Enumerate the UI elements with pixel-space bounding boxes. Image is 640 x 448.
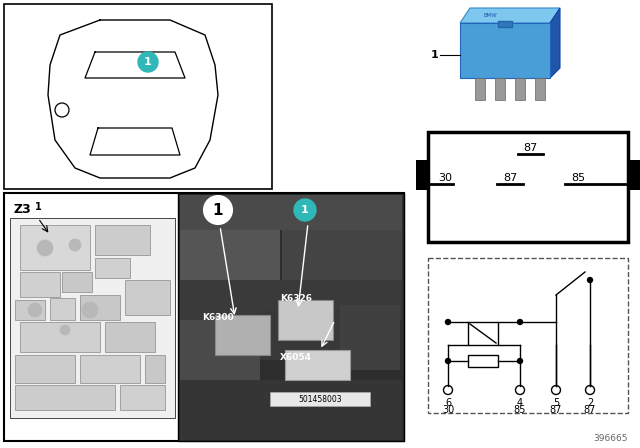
Circle shape <box>445 319 451 324</box>
Text: 85: 85 <box>571 173 585 183</box>
Bar <box>180 320 260 380</box>
Bar <box>278 300 333 340</box>
Bar <box>62 272 92 292</box>
Bar <box>468 355 498 367</box>
Circle shape <box>204 196 232 224</box>
Bar <box>428 258 628 413</box>
Text: 1: 1 <box>35 202 42 212</box>
Circle shape <box>445 358 451 363</box>
Bar <box>15 385 115 410</box>
Text: 4: 4 <box>517 398 523 408</box>
Text: 2: 2 <box>587 398 593 408</box>
Text: 1: 1 <box>430 50 438 60</box>
Circle shape <box>518 358 522 363</box>
Bar <box>95 225 150 255</box>
Circle shape <box>60 325 70 335</box>
Bar <box>120 385 165 410</box>
Bar <box>515 78 525 100</box>
Text: K6326: K6326 <box>280 294 312 303</box>
Bar <box>475 78 485 100</box>
Circle shape <box>31 200 45 214</box>
Bar <box>80 355 140 383</box>
Bar <box>260 310 340 360</box>
Bar <box>285 350 350 380</box>
Circle shape <box>69 239 81 251</box>
Bar <box>15 300 45 320</box>
Bar <box>180 380 402 440</box>
Polygon shape <box>460 8 560 23</box>
Bar <box>20 322 100 352</box>
Bar <box>535 78 545 100</box>
Text: 87: 87 <box>584 405 596 415</box>
Text: 1: 1 <box>144 57 152 67</box>
Text: 85: 85 <box>514 405 526 415</box>
Bar <box>80 295 120 320</box>
Bar <box>105 322 155 352</box>
Bar <box>498 21 512 27</box>
Text: 87: 87 <box>550 405 562 415</box>
Bar <box>50 298 75 320</box>
Text: 396665: 396665 <box>593 434 628 443</box>
Bar <box>180 230 280 280</box>
Bar <box>495 78 505 100</box>
Circle shape <box>28 303 42 317</box>
Polygon shape <box>550 8 560 78</box>
Text: K6300: K6300 <box>202 313 234 322</box>
Text: BMW: BMW <box>483 13 497 17</box>
Bar <box>20 272 60 297</box>
Bar <box>628 160 640 190</box>
Polygon shape <box>460 23 550 78</box>
Bar <box>15 355 75 383</box>
Text: 30: 30 <box>442 405 454 415</box>
Circle shape <box>138 52 158 72</box>
Circle shape <box>588 277 593 283</box>
Bar <box>468 322 498 345</box>
Bar <box>178 193 404 441</box>
Bar <box>428 132 628 242</box>
Text: 501458003: 501458003 <box>298 395 342 404</box>
Bar <box>95 258 130 278</box>
Bar <box>215 315 270 355</box>
Text: 87: 87 <box>503 173 517 183</box>
Bar <box>416 160 429 190</box>
Bar <box>10 218 175 418</box>
Bar <box>125 280 170 315</box>
Circle shape <box>518 319 522 324</box>
Text: X6054: X6054 <box>280 353 312 362</box>
Circle shape <box>294 199 316 221</box>
Bar <box>20 225 90 270</box>
Text: 87: 87 <box>523 143 537 153</box>
Text: 6: 6 <box>445 398 451 408</box>
Bar <box>282 230 402 280</box>
Bar <box>180 280 402 320</box>
Circle shape <box>82 302 98 318</box>
Text: 30: 30 <box>438 173 452 183</box>
Bar <box>4 4 272 189</box>
Text: 5: 5 <box>553 398 559 408</box>
Bar <box>145 355 165 383</box>
Bar <box>340 305 400 370</box>
Text: 1: 1 <box>301 205 309 215</box>
Bar <box>270 392 370 406</box>
Text: Z3: Z3 <box>14 203 32 216</box>
Circle shape <box>37 240 53 256</box>
Text: 1: 1 <box>212 202 223 217</box>
Bar <box>180 195 402 230</box>
Bar <box>4 193 404 441</box>
